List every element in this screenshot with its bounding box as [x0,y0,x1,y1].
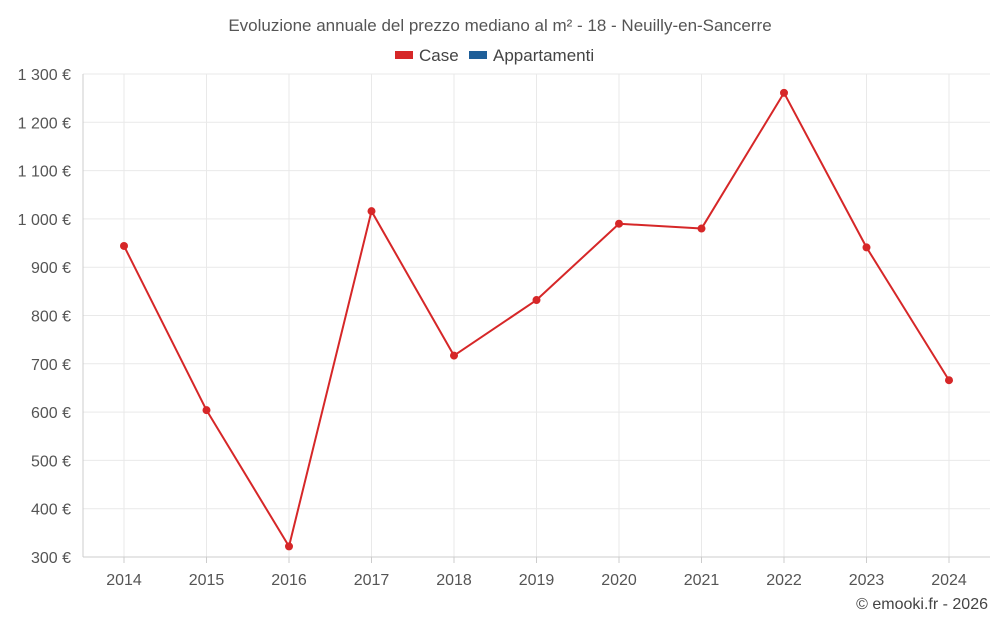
data-point[interactable] [367,207,376,216]
data-point[interactable] [202,406,211,415]
legend-label-case: Case [419,46,459,65]
credit-text: © emooki.fr - 2026 [856,596,988,613]
x-tick-label: 2024 [931,572,967,589]
y-tick-label: 700 € [31,357,71,374]
x-tick-label: 2021 [684,572,720,589]
x-tick-label: 2015 [189,572,225,589]
y-tick-label: 1 200 € [18,115,71,132]
legend-label-appartamenti: Appartamenti [493,46,594,65]
data-point[interactable] [285,542,293,551]
x-tick-label: 2023 [849,572,885,589]
y-tick-label: 1 100 € [18,164,71,181]
y-tick-label: 1 000 € [18,212,71,229]
y-tick-label: 400 € [31,502,71,519]
data-point[interactable] [120,241,128,250]
data-point[interactable] [945,376,953,385]
x-tick-label: 2016 [271,572,307,589]
y-tick-label: 500 € [31,453,71,470]
data-point[interactable] [450,351,458,360]
x-tick-label: 2022 [766,572,802,589]
x-tick-label: 2018 [436,572,472,589]
y-tick-label: 600 € [31,405,71,422]
axes: 300 € 400 € 500 € 600 € 700 € 800 € 900 € 1 000… [18,67,990,589]
x-tick-label: 2019 [519,572,555,589]
legend-item-case[interactable]: Case [395,46,459,65]
y-tick-label: 300 € [31,550,71,567]
data-point[interactable] [780,88,788,97]
data-point[interactable] [862,243,871,252]
series-case [120,88,953,551]
data-point[interactable] [615,219,623,228]
legend-swatch-case [395,51,413,59]
x-tick-label: 2020 [601,572,637,589]
legend: Case Appartamenti [395,46,594,65]
chart-title: Evoluzione annuale del prezzo mediano al… [228,16,771,35]
y-tick-label: 900 € [31,260,71,277]
data-point[interactable] [697,224,706,233]
y-tick-label: 800 € [31,309,71,326]
grid [83,73,990,558]
legend-item-appartamenti[interactable]: Appartamenti [469,46,594,65]
y-tick-label: 1 300 € [18,67,71,84]
legend-swatch-appartamenti [469,51,487,59]
x-tick-label: 2017 [354,572,390,589]
x-tick-label: 2014 [106,572,142,589]
data-point[interactable] [532,296,541,305]
